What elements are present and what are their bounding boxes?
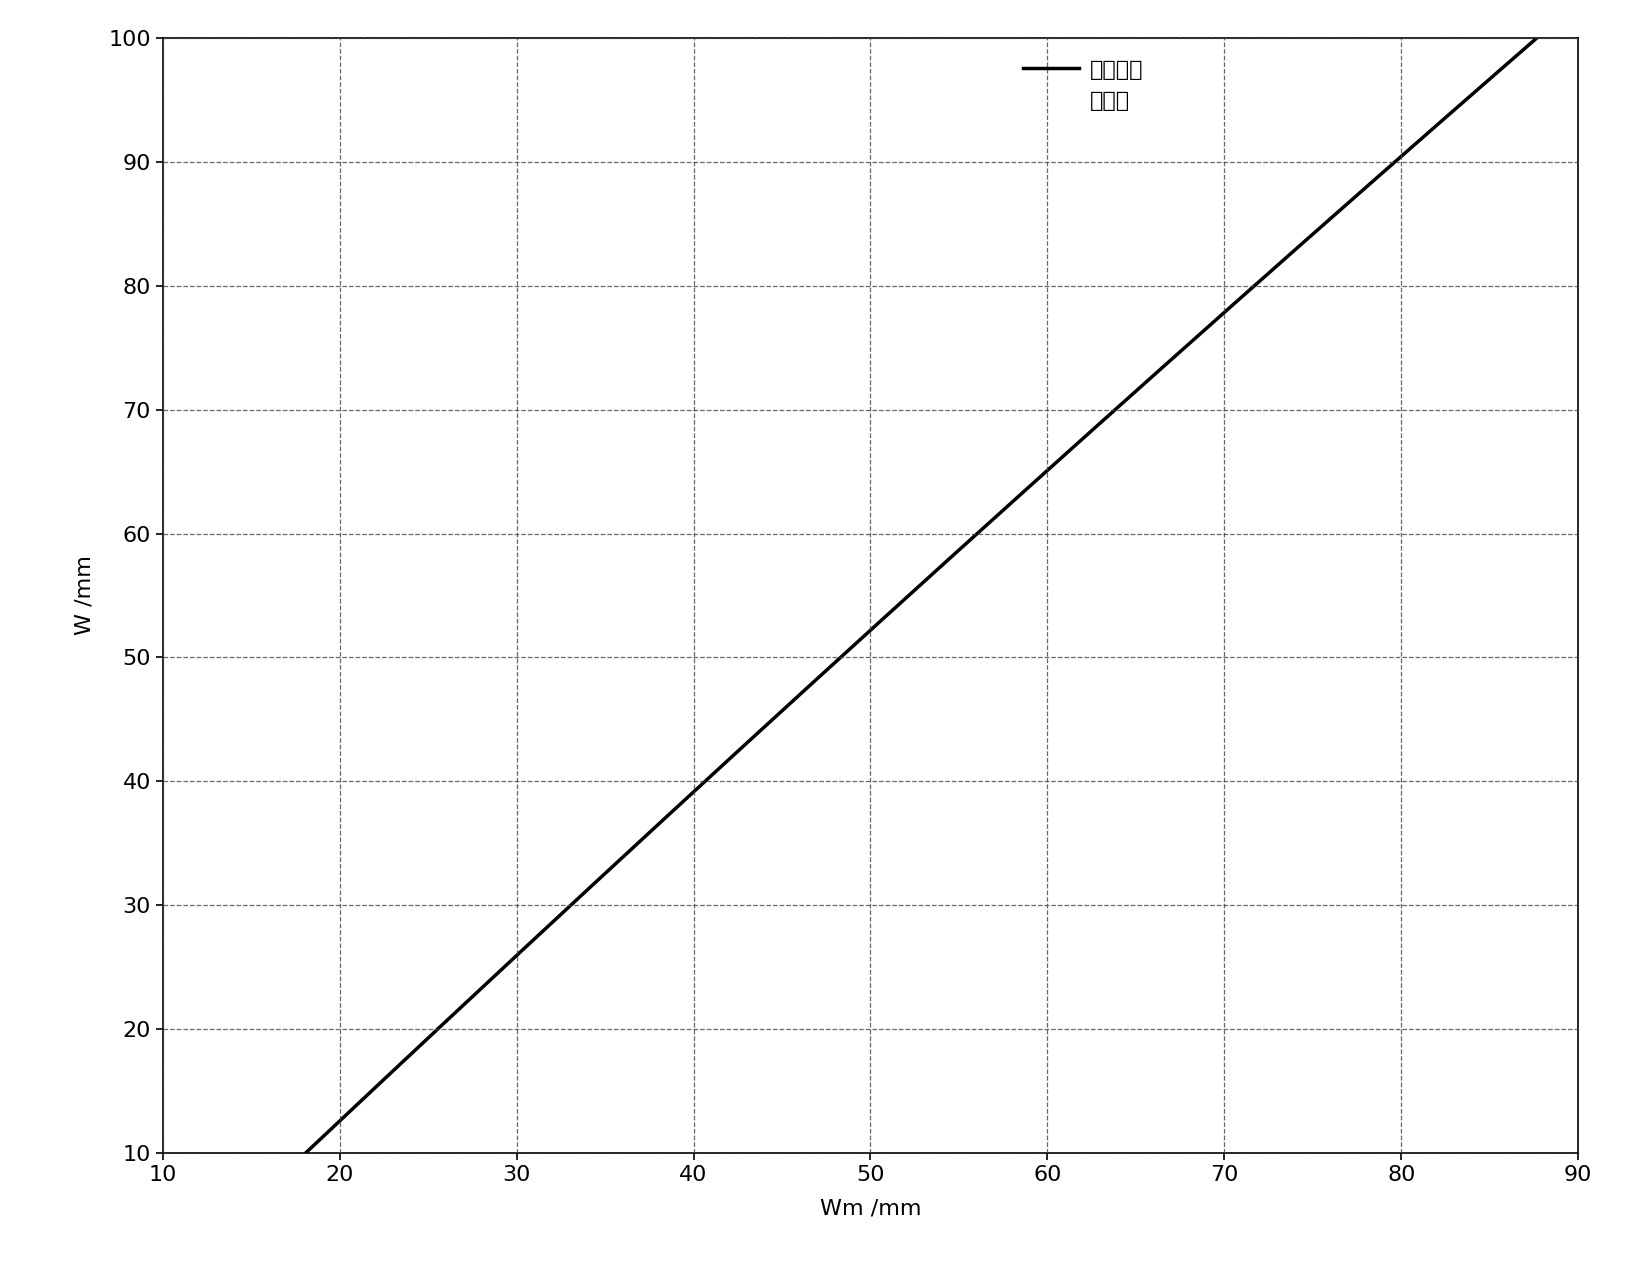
Legend: 拟合曲线, 测量値: 拟合曲线, 测量値 [1023,61,1144,111]
X-axis label: Wm /mm: Wm /mm [820,1199,921,1219]
Y-axis label: W /mm: W /mm [75,555,94,636]
